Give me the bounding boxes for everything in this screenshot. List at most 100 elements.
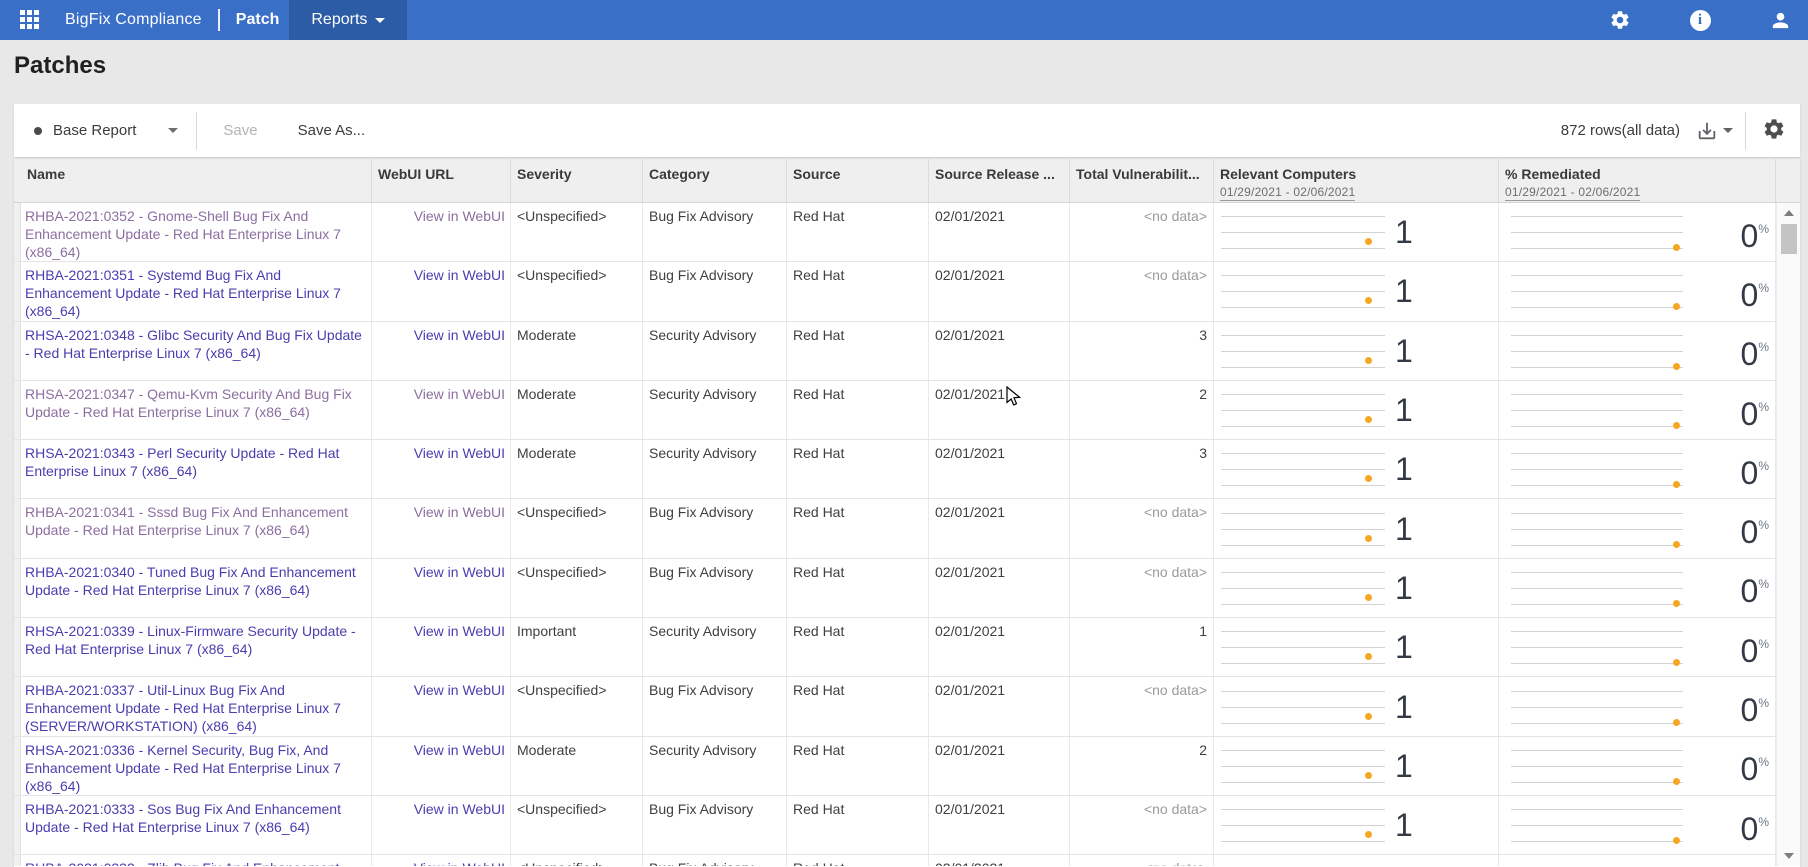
patch-name-link[interactable]: RHSA-2021:0347 - Qemu-Kvm Security And B… <box>25 385 352 420</box>
webui-url-cell: View in WebUI <box>372 618 511 677</box>
patch-name-link[interactable]: RHBA-2021:0351 - Systemd Bug Fix And Enh… <box>25 267 341 320</box>
category-cell: Security Advisory <box>643 736 787 795</box>
remediated-value: 0% <box>1741 326 1775 375</box>
patch-name-link[interactable]: RHSA-2021:0348 - Glibc Security And Bug … <box>25 326 362 361</box>
patch-name-link[interactable]: RHSA-2021:0339 - Linux-Firmware Security… <box>25 623 356 658</box>
source-release-date-cell: 02/01/2021 <box>929 440 1070 499</box>
view-in-webui-link[interactable]: View in WebUI <box>413 741 505 758</box>
source-cell: Red Hat <box>787 262 929 321</box>
column-header-percent-remediated[interactable]: % Remediated 01/29/2021 - 02/06/2021 <box>1499 159 1776 202</box>
save-as-button[interactable]: Save As... <box>297 122 366 139</box>
view-in-webui-link[interactable]: View in WebUI <box>413 385 505 402</box>
relevant-computers-date-range[interactable]: 01/29/2021 - 02/06/2021 <box>1220 185 1356 201</box>
report-selector[interactable]: Base Report <box>53 122 137 139</box>
percent-suffix: % <box>1758 577 1769 592</box>
total-vulnerabilities-cell: 2 <box>1070 380 1214 440</box>
sparkline-dot <box>1365 771 1373 779</box>
relevant-computers-value: 1 <box>1395 332 1413 369</box>
patch-name-link[interactable]: RHBA-2021:0340 - Tuned Bug Fix And Enhan… <box>25 563 356 598</box>
patch-name-link[interactable]: RHBA-2021:0352 - Gnome-Shell Bug Fix And… <box>25 208 341 260</box>
vertical-scrollbar[interactable] <box>1776 203 1800 866</box>
remediated-sparkline <box>1511 863 1683 866</box>
row-gutter <box>14 558 21 618</box>
settings-gear-icon[interactable] <box>1608 8 1632 32</box>
total-vulnerabilities-cell: <no data> <box>1070 855 1214 866</box>
percent-suffix: % <box>1758 280 1769 295</box>
relevant-computers-cell: 1 <box>1214 618 1499 677</box>
view-in-webui-link[interactable]: View in WebUI <box>413 623 505 640</box>
remediated-sparkline <box>1511 745 1683 787</box>
reports-menu[interactable]: Reports <box>289 0 408 40</box>
sparkline-dot <box>1672 303 1680 311</box>
source-release-date-cell: 02/01/2021 <box>929 380 1070 440</box>
name-cell: RHSA-2021:0343 - Perl Security Update - … <box>21 440 372 499</box>
scroll-up-arrow-icon[interactable] <box>1777 205 1800 221</box>
view-in-webui-link[interactable]: View in WebUI <box>413 504 505 521</box>
column-header-category[interactable]: Category <box>643 159 787 202</box>
patch-name-link[interactable]: RHBA-2021:0332 - Zlib Bug Fix And Enhanc… <box>25 860 339 866</box>
sparkline-dot <box>1672 362 1680 370</box>
column-header-name[interactable]: Name <box>21 159 372 202</box>
sparkline-dot <box>1672 837 1680 845</box>
view-in-webui-link[interactable]: View in WebUI <box>413 563 505 580</box>
patch-name-link[interactable]: RHBA-2021:0333 - Sos Bug Fix And Enhance… <box>25 800 341 835</box>
source-cell: Red Hat <box>787 380 929 440</box>
relevant-computers-sparkline <box>1221 863 1385 866</box>
sparkline-dot <box>1672 599 1680 607</box>
report-selector-chevron-icon[interactable] <box>168 128 179 133</box>
view-in-webui-link[interactable]: View in WebUI <box>413 326 505 343</box>
source-release-date-cell: 02/01/2021 <box>929 795 1070 855</box>
user-profile-icon[interactable] <box>1768 8 1792 32</box>
severity-cell: Moderate <box>511 380 643 440</box>
percent-suffix: % <box>1758 814 1769 829</box>
row-gutter <box>14 795 21 855</box>
category-cell: Bug Fix Advisory <box>643 855 787 866</box>
remediated-date-range[interactable]: 01/29/2021 - 02/06/2021 <box>1505 185 1641 201</box>
column-header-source-release-date[interactable]: Source Release ... <box>929 159 1070 202</box>
source-release-date-cell: 02/01/2021 <box>929 321 1070 380</box>
patch-name-link[interactable]: RHBA-2021:0341 - Sssd Bug Fix And Enhanc… <box>25 504 348 539</box>
column-header-severity[interactable]: Severity <box>511 159 643 202</box>
patch-name-link[interactable]: RHBA-2021:0337 - Util-Linux Bug Fix And … <box>25 682 341 735</box>
tab-patch[interactable]: Patch <box>235 11 280 28</box>
row-gutter <box>14 736 21 795</box>
row-gutter <box>14 321 21 380</box>
severity-cell: <Unspecified> <box>511 558 643 618</box>
column-header-source[interactable]: Source <box>787 159 929 202</box>
info-icon[interactable]: i <box>1688 8 1712 32</box>
patch-name-link[interactable]: RHSA-2021:0336 - Kernel Security, Bug Fi… <box>25 741 341 794</box>
remediated-cell: 0% <box>1499 321 1776 380</box>
table-row: RHSA-2021:0347 - Qemu-Kvm Security And B… <box>14 380 1800 441</box>
remediated-value: 0% <box>1741 623 1775 672</box>
scroll-down-arrow-icon[interactable] <box>1777 848 1800 864</box>
view-in-webui-link[interactable]: View in WebUI <box>413 682 505 699</box>
webui-url-cell: View in WebUI <box>372 321 511 380</box>
webui-url-cell: View in WebUI <box>372 558 511 618</box>
view-in-webui-link[interactable]: View in WebUI <box>413 208 505 224</box>
column-header-webui-url[interactable]: WebUI URL <box>372 159 511 202</box>
table-settings-gear-icon[interactable] <box>1762 117 1786 145</box>
row-gutter <box>14 499 21 558</box>
remediated-sparkline <box>1511 508 1683 550</box>
name-cell: RHBA-2021:0351 - Systemd Bug Fix And Enh… <box>21 262 372 321</box>
severity-cell: <Unspecified> <box>511 855 643 866</box>
view-in-webui-link[interactable]: View in WebUI <box>413 800 505 817</box>
column-header-relevant-computers[interactable]: Relevant Computers 01/29/2021 - 02/06/20… <box>1214 159 1499 202</box>
export-button[interactable] <box>1696 120 1733 142</box>
remediated-value: 0% <box>1741 208 1775 257</box>
report-selected-dot-icon <box>34 126 42 135</box>
view-in-webui-link[interactable]: View in WebUI <box>414 860 505 866</box>
category-cell: Security Advisory <box>643 618 787 677</box>
table-row: RHBA-2021:0352 - Gnome-Shell Bug Fix And… <box>14 203 1800 263</box>
view-in-webui-link[interactable]: View in WebUI <box>413 267 505 284</box>
view-in-webui-link[interactable]: View in WebUI <box>413 445 505 462</box>
table-row: RHBA-2021:0333 - Sos Bug Fix And Enhance… <box>14 795 1800 856</box>
patch-name-link[interactable]: RHSA-2021:0343 - Perl Security Update - … <box>25 445 340 480</box>
app-launcher-icon[interactable] <box>20 10 40 30</box>
save-button[interactable]: Save <box>223 122 258 139</box>
column-header-total-vulnerabilities[interactable]: Total Vulnerabilit... <box>1070 159 1214 202</box>
table-row: RHSA-2021:0343 - Perl Security Update - … <box>14 440 1800 500</box>
scrollbar-thumb[interactable] <box>1781 224 1797 254</box>
relevant-computers-cell: 1 <box>1214 321 1499 380</box>
severity-cell: Moderate <box>511 321 643 380</box>
